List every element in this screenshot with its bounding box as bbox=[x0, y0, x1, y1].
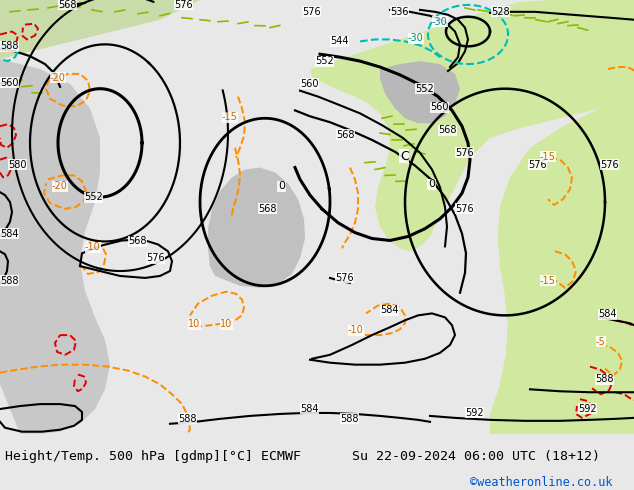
Text: 536: 536 bbox=[390, 7, 408, 17]
Text: 568: 568 bbox=[58, 0, 77, 10]
Text: C: C bbox=[400, 149, 409, 163]
Text: 10: 10 bbox=[188, 319, 200, 329]
Text: 10: 10 bbox=[220, 319, 232, 329]
Text: 0: 0 bbox=[428, 179, 435, 189]
Text: 580: 580 bbox=[8, 160, 27, 170]
Text: 592: 592 bbox=[578, 404, 597, 414]
Text: -15: -15 bbox=[222, 112, 238, 122]
Text: 584: 584 bbox=[300, 404, 318, 414]
Text: 584: 584 bbox=[598, 309, 616, 319]
Text: 552: 552 bbox=[415, 84, 434, 94]
Polygon shape bbox=[490, 98, 634, 434]
Text: -5: -5 bbox=[596, 337, 605, 347]
Text: 552: 552 bbox=[84, 192, 103, 202]
Text: 588: 588 bbox=[0, 41, 18, 51]
Text: -10: -10 bbox=[348, 325, 364, 335]
Text: 568: 568 bbox=[258, 204, 276, 214]
Text: ©weatheronline.co.uk: ©weatheronline.co.uk bbox=[470, 476, 612, 489]
Text: 568: 568 bbox=[336, 130, 354, 140]
Text: 568: 568 bbox=[438, 125, 456, 135]
Text: 0: 0 bbox=[278, 181, 285, 191]
Text: 588: 588 bbox=[595, 374, 614, 384]
Text: 560: 560 bbox=[0, 78, 18, 88]
Text: 576: 576 bbox=[528, 160, 547, 170]
Text: 528: 528 bbox=[491, 7, 510, 17]
Polygon shape bbox=[310, 0, 634, 251]
Text: -15: -15 bbox=[540, 152, 556, 162]
Text: 576: 576 bbox=[455, 147, 474, 158]
Text: 560: 560 bbox=[430, 102, 448, 112]
Text: Su 22-09-2024 06:00 UTC (18+12): Su 22-09-2024 06:00 UTC (18+12) bbox=[352, 450, 600, 463]
Text: 576: 576 bbox=[335, 273, 354, 283]
Text: -15: -15 bbox=[540, 276, 556, 286]
Polygon shape bbox=[350, 98, 634, 434]
Text: 588: 588 bbox=[178, 414, 197, 424]
Text: Height/Temp. 500 hPa [gdmp][°C] ECMWF: Height/Temp. 500 hPa [gdmp][°C] ECMWF bbox=[5, 450, 301, 463]
Text: 568: 568 bbox=[128, 236, 146, 246]
Text: -20: -20 bbox=[50, 73, 66, 83]
Text: 576: 576 bbox=[600, 160, 619, 170]
Polygon shape bbox=[208, 168, 305, 288]
Text: 584: 584 bbox=[0, 228, 18, 239]
Polygon shape bbox=[380, 61, 460, 123]
Text: 588: 588 bbox=[0, 276, 18, 286]
Text: -10: -10 bbox=[85, 243, 101, 252]
Text: -30: -30 bbox=[408, 33, 424, 44]
Text: 588: 588 bbox=[340, 414, 358, 424]
Text: 584: 584 bbox=[380, 305, 399, 316]
Text: 544: 544 bbox=[330, 36, 349, 47]
Text: 592: 592 bbox=[465, 408, 484, 418]
Text: 560: 560 bbox=[300, 79, 318, 89]
Text: 576: 576 bbox=[174, 0, 193, 10]
Text: 552: 552 bbox=[315, 56, 333, 66]
Polygon shape bbox=[0, 59, 110, 434]
Text: 576: 576 bbox=[146, 253, 165, 263]
Text: -20: -20 bbox=[52, 181, 68, 191]
Text: -30: -30 bbox=[432, 17, 448, 26]
Text: 576: 576 bbox=[455, 204, 474, 214]
Text: 576: 576 bbox=[302, 7, 321, 17]
Polygon shape bbox=[0, 0, 200, 59]
